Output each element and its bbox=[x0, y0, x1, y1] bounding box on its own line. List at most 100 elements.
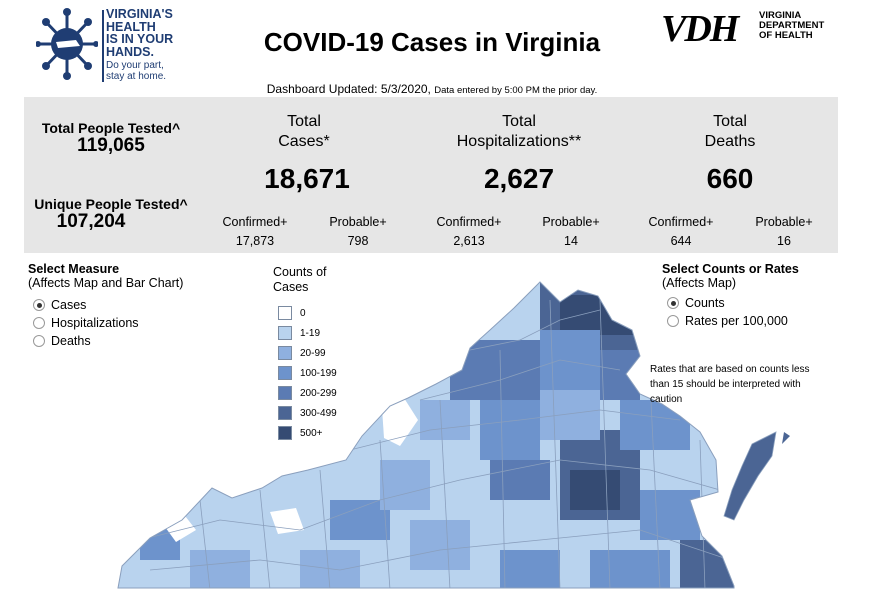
deaths-value: 660 bbox=[706, 163, 754, 194]
slogan-sub: stay at home. bbox=[106, 71, 167, 82]
deaths-probable-label: Probable+ bbox=[755, 215, 813, 229]
legend-label: 0 bbox=[300, 307, 306, 319]
vdh-word: OF HEALTH bbox=[759, 30, 813, 41]
vdh-words: VIRGINIA DEPARTMENT OF HEALTH bbox=[759, 11, 824, 41]
slogan-sub: Do your part, bbox=[106, 60, 164, 71]
logo-divider bbox=[102, 10, 104, 82]
legend-title: Cases bbox=[273, 280, 309, 294]
deaths-confirmed-value: 644 bbox=[670, 234, 692, 248]
rates-note-line: caution bbox=[650, 394, 683, 405]
legend-swatch bbox=[278, 306, 292, 320]
hosp-probable-value: 14 bbox=[564, 234, 578, 248]
measure-option-deaths[interactable]: Deaths bbox=[33, 332, 183, 350]
option-label: Rates per 100,000 bbox=[685, 314, 788, 328]
legend-swatch bbox=[278, 426, 292, 440]
option-label: Hospitalizations bbox=[51, 316, 139, 330]
legend-label: 1-19 bbox=[300, 327, 321, 339]
eastern-shore-tip bbox=[782, 432, 790, 444]
radio-icon[interactable] bbox=[33, 299, 45, 311]
measure-option-hospitalizations[interactable]: Hospitalizations bbox=[33, 314, 183, 332]
virus-icon bbox=[36, 8, 98, 80]
unique-tested-label: Unique People Tested^ bbox=[34, 196, 188, 212]
total-tested-label: Total People Tested^ bbox=[41, 120, 181, 136]
option-label: Cases bbox=[51, 298, 87, 312]
legend-label: 500+ bbox=[300, 427, 323, 439]
radio-icon[interactable] bbox=[33, 335, 45, 347]
vdh-logo: VDH VIRGINIA DEPARTMENT OF HEALTH bbox=[661, 8, 831, 50]
unique-tested-value: 107,204 bbox=[56, 211, 126, 232]
legend-item: 200-299 bbox=[278, 383, 337, 403]
legend-label: 20-99 bbox=[300, 347, 326, 359]
vdh-word: DEPARTMENT bbox=[759, 20, 825, 31]
legend-item: 1-19 bbox=[278, 323, 337, 343]
stats-panel: Total People Tested^ 119,065 Unique Peop… bbox=[24, 97, 838, 253]
updated-date: Dashboard Updated: 5/3/2020, bbox=[266, 82, 431, 96]
cases-value: 18,671 bbox=[264, 163, 350, 194]
radio-icon[interactable] bbox=[667, 315, 679, 327]
eastern-shore bbox=[723, 431, 777, 521]
legend-swatch bbox=[278, 406, 292, 420]
legend-swatch bbox=[278, 366, 292, 380]
deaths-label: Total bbox=[713, 113, 747, 130]
virginia-outline bbox=[117, 281, 735, 589]
slogan-line: HEALTH bbox=[106, 19, 156, 34]
select-measure-title: Select Measure bbox=[28, 262, 120, 276]
page-title: COVID-19 Cases in Virginia bbox=[263, 27, 601, 57]
rates-note-line: than 15 should be interpreted with bbox=[650, 379, 801, 390]
select-counts-rates: Select Counts or Rates (Affects Map) Cou… bbox=[662, 262, 799, 330]
hosp-probable-label: Probable+ bbox=[542, 215, 600, 229]
option-rates[interactable]: Rates per 100,000 bbox=[667, 312, 799, 330]
radio-icon[interactable] bbox=[33, 317, 45, 329]
legend-item: 0 bbox=[278, 303, 337, 323]
legend-swatch bbox=[278, 346, 292, 360]
deaths-label: Deaths bbox=[704, 133, 756, 150]
option-label: Deaths bbox=[51, 334, 91, 348]
cases-probable-value: 798 bbox=[347, 234, 369, 248]
hosp-confirmed-label: Confirmed+ bbox=[436, 215, 502, 229]
cases-label: Total bbox=[287, 113, 321, 130]
slogan-line: VIRGINIA'S bbox=[106, 7, 173, 21]
hosp-label: Total bbox=[502, 113, 536, 130]
updated-note: Data entered by 5:00 PM the prior day. bbox=[434, 85, 598, 96]
deaths-confirmed-label: Confirmed+ bbox=[648, 215, 714, 229]
rates-note: Rates that are based on counts less than… bbox=[650, 362, 810, 407]
select-measure-subtitle: (Affects Map and Bar Chart) bbox=[28, 276, 184, 290]
total-tested-value: 119,065 bbox=[77, 135, 145, 156]
vdh-word: VIRGINIA bbox=[759, 10, 802, 21]
counts-rates-subtitle: (Affects Map) bbox=[662, 276, 737, 290]
legend-item: 300-499 bbox=[278, 403, 337, 423]
rates-note-line: Rates that are based on counts less bbox=[650, 364, 810, 375]
legend-label: 100-199 bbox=[300, 367, 337, 379]
cases-confirmed-value: 17,873 bbox=[235, 234, 275, 248]
legend-item: 20-99 bbox=[278, 343, 337, 363]
option-counts[interactable]: Counts bbox=[667, 294, 799, 312]
dashboard-updated: Dashboard Updated: 5/3/2020, Data entere… bbox=[0, 82, 864, 96]
virginia-county-map[interactable] bbox=[0, 280, 879, 603]
slogan-line: IS IN YOUR bbox=[106, 32, 174, 46]
legend: Counts of Cases 0 1-19 20-99 100-199 200… bbox=[273, 265, 337, 443]
counts-rates-title: Select Counts or Rates bbox=[662, 262, 799, 276]
radio-icon[interactable] bbox=[667, 297, 679, 309]
legend-swatch bbox=[278, 326, 292, 340]
option-label: Counts bbox=[685, 296, 725, 310]
slogan: VIRGINIA'S HEALTH IS IN YOUR HANDS. Do y… bbox=[106, 8, 198, 82]
legend-item: 500+ bbox=[278, 423, 337, 443]
slogan-line: HANDS. bbox=[106, 44, 154, 59]
cases-label: Cases* bbox=[278, 133, 330, 150]
deaths-probable-value: 16 bbox=[777, 234, 791, 248]
county-fill-layer bbox=[118, 282, 734, 588]
cases-confirmed-label: Confirmed+ bbox=[222, 215, 288, 229]
hosp-value: 2,627 bbox=[483, 163, 555, 194]
hosp-label: Hospitalizations** bbox=[456, 133, 582, 150]
virginias-health-logo: VIRGINIA'S HEALTH IS IN YOUR HANDS. Do y… bbox=[36, 4, 196, 88]
legend-swatch bbox=[278, 386, 292, 400]
vdh-mark: VDH bbox=[661, 8, 739, 50]
legend-label: 300-499 bbox=[300, 407, 337, 419]
legend-label: 200-299 bbox=[300, 387, 337, 399]
legend-item: 100-199 bbox=[278, 363, 337, 383]
hosp-confirmed-value: 2,613 bbox=[453, 234, 485, 248]
cases-probable-label: Probable+ bbox=[329, 215, 387, 229]
measure-option-cases[interactable]: Cases bbox=[33, 296, 183, 314]
legend-title: Counts of bbox=[273, 265, 327, 279]
select-measure: Select Measure (Affects Map and Bar Char… bbox=[28, 262, 183, 350]
